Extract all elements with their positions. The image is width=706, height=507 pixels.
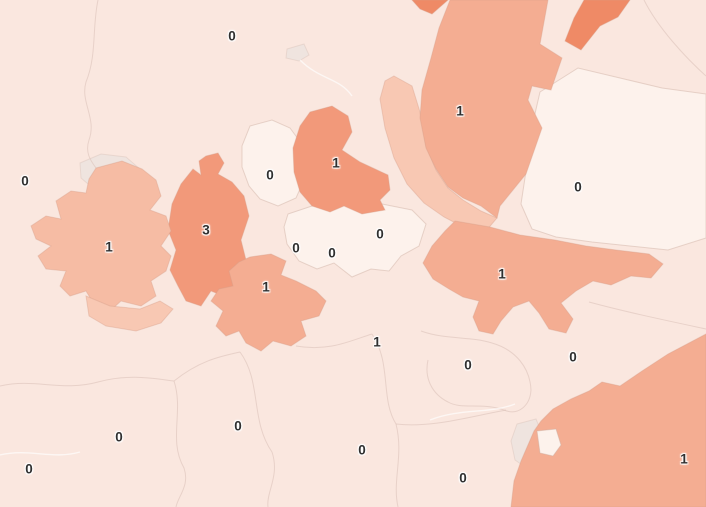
- boundary-line: [0, 351, 241, 387]
- boundary-line: [295, 333, 373, 349]
- map-region[interactable]: [167, 152, 250, 307]
- boundary-line: [588, 301, 706, 330]
- map-region[interactable]: [419, 0, 563, 219]
- map-region[interactable]: [292, 105, 391, 215]
- map-region[interactable]: [85, 295, 174, 332]
- boundary-line: [173, 380, 187, 507]
- road-line: [0, 451, 81, 456]
- map-region[interactable]: [210, 253, 327, 352]
- map-region[interactable]: [241, 119, 305, 207]
- map-region[interactable]: [564, 0, 631, 51]
- road-line: [429, 403, 516, 421]
- map-region[interactable]: [411, 0, 449, 15]
- map-region[interactable]: [422, 220, 664, 335]
- boundary-line: [643, 0, 706, 77]
- boundary-line: [84, 0, 99, 169]
- road-line: [299, 59, 353, 97]
- boundary-line: [420, 330, 532, 413]
- map-region[interactable]: [285, 43, 310, 62]
- boundary-line: [239, 351, 275, 507]
- map-region[interactable]: [536, 428, 562, 457]
- map-region[interactable]: [520, 67, 706, 251]
- boundary-line: [371, 333, 400, 507]
- map-region[interactable]: [510, 333, 706, 507]
- boundary-line: [395, 409, 507, 426]
